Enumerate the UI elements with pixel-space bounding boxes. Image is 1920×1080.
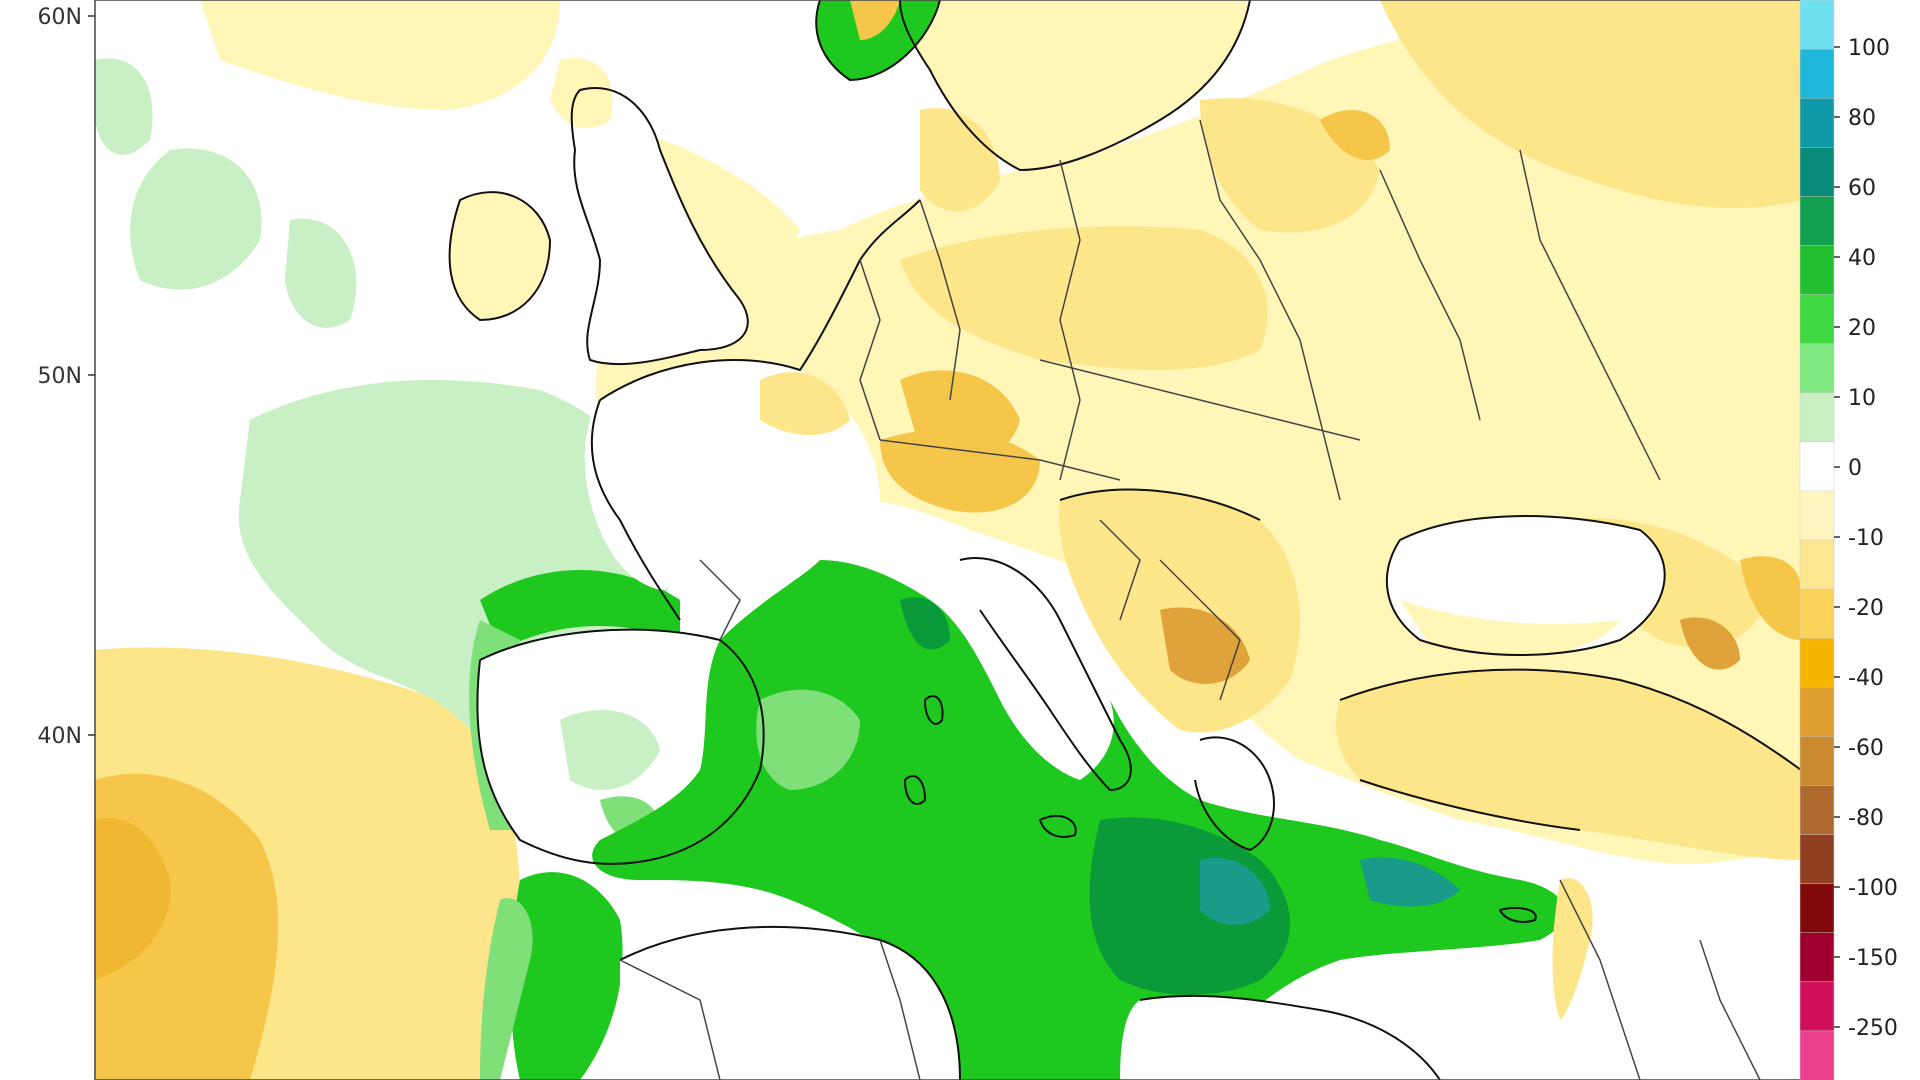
colorbar-label: -150 <box>1848 946 1898 971</box>
colorbar-swatch <box>1799 883 1835 934</box>
scandinavia <box>900 0 1250 170</box>
colorbar-swatch <box>1799 97 1835 149</box>
colorbar-swatch <box>1799 245 1835 296</box>
colorbar-swatch <box>1799 981 1835 1032</box>
colorbar-swatches <box>1799 0 1840 1080</box>
latitude-axis: 60N 50N 40N <box>38 5 95 749</box>
mediterranean-wet <box>592 560 1565 1080</box>
colorbar-label: -60 <box>1848 736 1884 761</box>
colorbar-swatch <box>1799 294 1835 345</box>
colorbar-label: 0 <box>1848 456 1862 481</box>
colorbar-swatch <box>1799 834 1835 885</box>
ireland <box>449 192 550 320</box>
colorbar-label: 40 <box>1848 246 1876 271</box>
colorbar: 100 80 60 40 20 10 0 -10 -20 -40 -60 -80… <box>1799 0 1898 1080</box>
colorbar-swatch <box>1799 736 1835 787</box>
colorbar-swatch <box>1799 48 1835 99</box>
colorbar-swatch <box>1799 785 1835 836</box>
biscay-wet-band <box>480 570 680 650</box>
colorbar-ticks: 100 80 60 40 20 10 0 -10 -20 -40 -60 -80… <box>1848 36 1898 1041</box>
colorbar-swatch <box>1799 490 1835 541</box>
anatolia-dry <box>1336 669 1801 860</box>
colorbar-swatch <box>1799 637 1835 689</box>
colorbar-label: 60 <box>1848 176 1876 201</box>
north-africa <box>620 926 960 1080</box>
colorbar-swatch <box>1799 588 1835 639</box>
colorbar-swatch <box>1799 0 1835 50</box>
north-africa-wet <box>510 872 623 1080</box>
colorbar-label: -20 <box>1848 596 1884 621</box>
colorbar-swatch <box>1799 147 1835 198</box>
colorbar-label: 100 <box>1848 36 1890 61</box>
colorbar-swatch <box>1799 441 1835 492</box>
coastlines <box>448 0 1802 1080</box>
lat-label-50n: 50N <box>38 364 82 389</box>
colorbar-label: 80 <box>1848 106 1876 131</box>
colorbar-swatch <box>1799 392 1835 443</box>
colorbar-label: -10 <box>1848 526 1884 551</box>
colorbar-label: 10 <box>1848 386 1876 411</box>
colorbar-swatch <box>1799 932 1835 983</box>
north-atlantic-dry <box>200 0 560 110</box>
colorbar-label: 20 <box>1848 316 1876 341</box>
great-britain <box>571 88 748 365</box>
colorbar-swatch <box>1799 687 1835 738</box>
italy <box>958 558 1131 790</box>
colorbar-swatch <box>1799 539 1835 590</box>
lat-label-60n: 60N <box>38 5 82 30</box>
colorbar-label: -80 <box>1848 806 1884 831</box>
colorbar-swatch <box>1799 196 1835 247</box>
national-borders <box>619 119 1761 1080</box>
colorbar-swatch <box>1799 1030 1835 1080</box>
colorbar-swatch <box>1799 343 1835 394</box>
colorbar-label: -100 <box>1848 876 1898 901</box>
lat-label-40n: 40N <box>38 724 82 749</box>
colorbar-label: -40 <box>1848 666 1884 691</box>
colorbar-label: -250 <box>1848 1016 1898 1041</box>
